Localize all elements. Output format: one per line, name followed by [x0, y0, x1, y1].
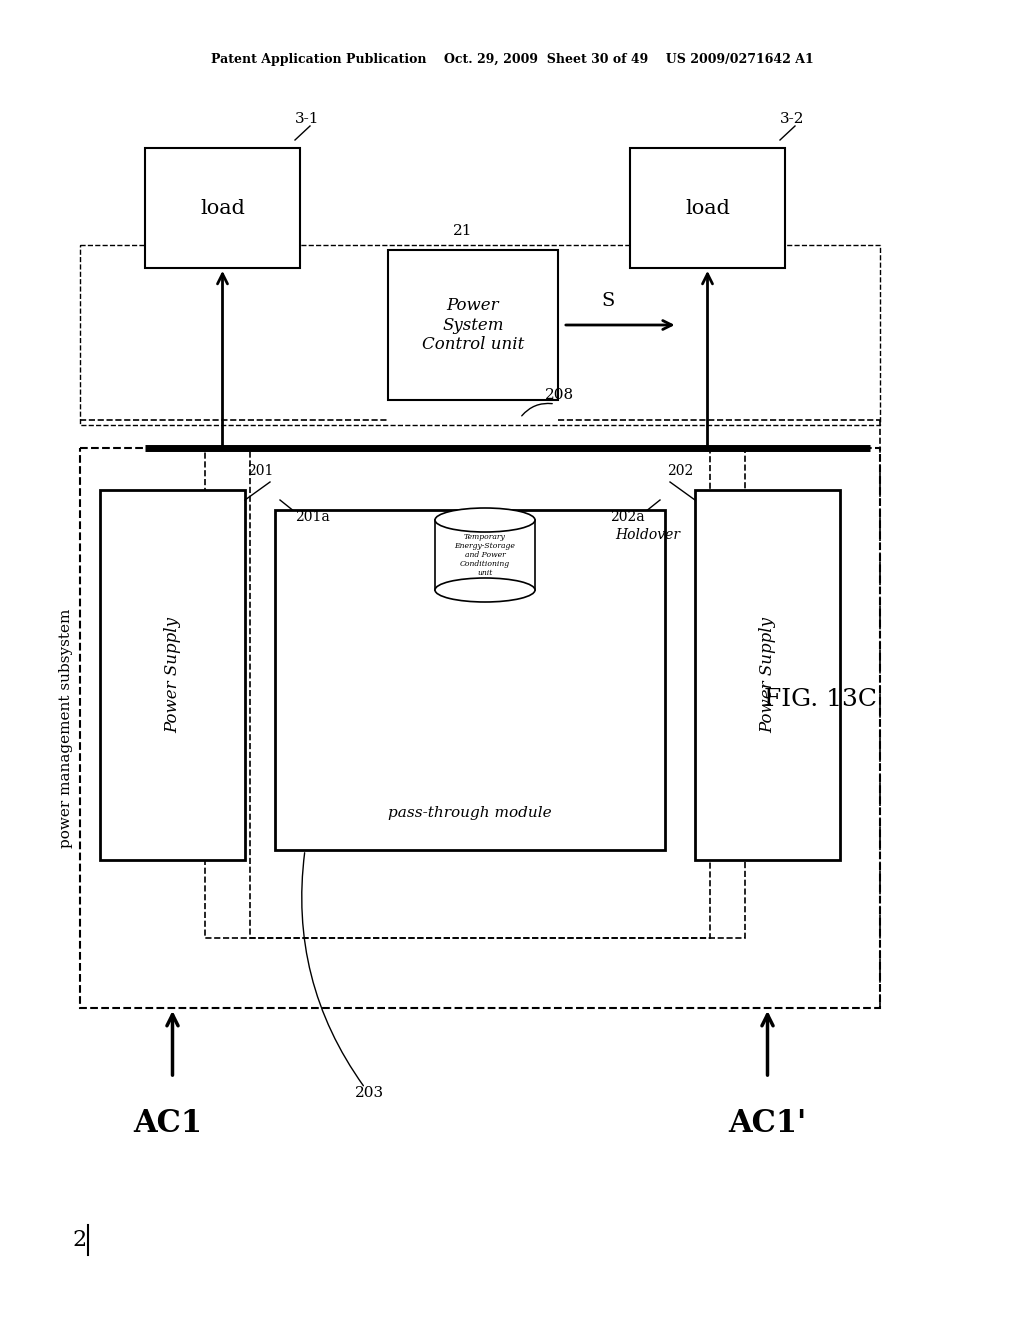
Text: 201: 201 — [247, 465, 273, 478]
Text: 3-2: 3-2 — [780, 112, 805, 125]
Text: FIG. 13C: FIG. 13C — [764, 689, 877, 711]
Text: Power Supply: Power Supply — [759, 616, 776, 733]
Text: pass-through module: pass-through module — [388, 807, 552, 820]
Bar — [145, 148, 300, 268]
Text: 202a: 202a — [610, 510, 645, 524]
Text: 201a: 201a — [295, 510, 330, 524]
Bar — [100, 490, 245, 861]
Text: Patent Application Publication    Oct. 29, 2009  Sheet 30 of 49    US 2009/02716: Patent Application Publication Oct. 29, … — [211, 54, 813, 66]
Text: 21: 21 — [454, 224, 473, 238]
Text: 203: 203 — [355, 1086, 385, 1100]
Bar — [695, 490, 840, 861]
Text: Temporary
Energy-Storage
and Power
Conditioning
unit: Temporary Energy-Storage and Power Condi… — [455, 532, 515, 577]
Ellipse shape — [435, 508, 535, 532]
Bar — [275, 510, 665, 850]
Bar — [250, 447, 710, 939]
Bar — [435, 520, 535, 590]
Bar — [388, 249, 558, 400]
Text: S: S — [601, 292, 614, 310]
Text: load: load — [200, 198, 245, 218]
Text: Power Supply: Power Supply — [164, 616, 181, 733]
Text: 208: 208 — [546, 388, 574, 403]
Text: 2: 2 — [73, 1229, 87, 1251]
Bar — [205, 447, 745, 939]
Bar — [80, 246, 880, 425]
Ellipse shape — [435, 578, 535, 602]
Text: 202: 202 — [667, 465, 693, 478]
Bar — [80, 447, 880, 1008]
Text: AC1': AC1' — [728, 1107, 807, 1139]
Text: 3-1: 3-1 — [295, 112, 319, 125]
Text: Power
System
Control unit: Power System Control unit — [422, 297, 524, 354]
Text: load: load — [685, 198, 730, 218]
Text: AC1: AC1 — [133, 1107, 202, 1139]
Text: Holdover: Holdover — [615, 528, 680, 543]
Bar — [630, 148, 785, 268]
Text: power management subsystem: power management subsystem — [59, 609, 73, 847]
